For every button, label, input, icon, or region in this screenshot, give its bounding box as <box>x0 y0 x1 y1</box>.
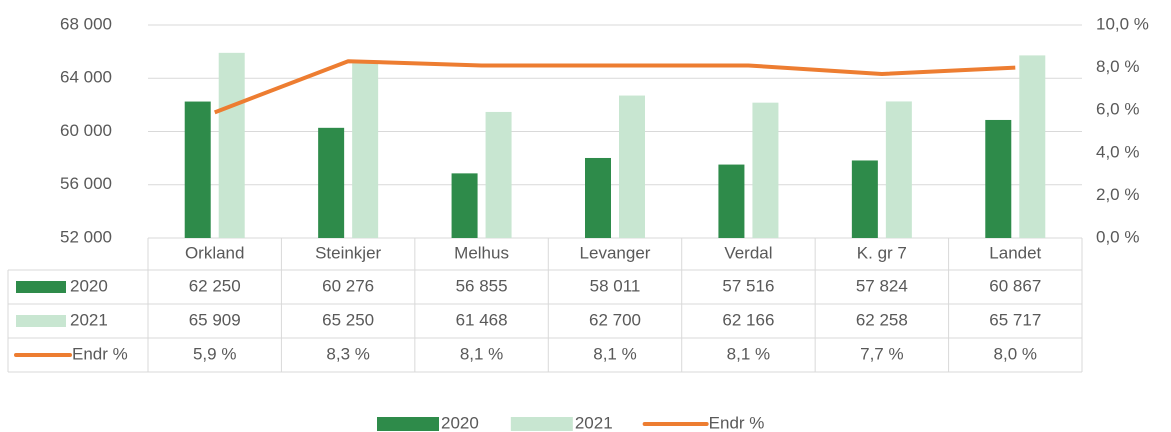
table-key <box>16 281 66 293</box>
table-cell: 61 468 <box>456 310 508 329</box>
y2-tick-label: 0,0 % <box>1096 227 1139 246</box>
table-cell: 65 250 <box>322 310 374 329</box>
table-cell: 56 855 <box>456 276 508 295</box>
x-tick-label: Levanger <box>580 243 651 262</box>
table-cell: 8,3 % <box>326 344 369 363</box>
table-cell: 60 276 <box>322 276 374 295</box>
bar <box>585 157 611 238</box>
table-cell: 5,9 % <box>193 344 236 363</box>
table-cell: 65 909 <box>189 310 241 329</box>
y-tick-label: 68 000 <box>60 14 112 33</box>
x-tick-label: Orkland <box>185 243 245 262</box>
legend-key <box>510 417 573 431</box>
table-cell: 7,7 % <box>860 344 903 363</box>
legend-label: 2021 <box>575 413 613 432</box>
table-cell: 58 011 <box>590 276 641 295</box>
table-row-label: 2020 <box>70 276 108 295</box>
table-cell: 8,0 % <box>994 344 1037 363</box>
table-row-label: 2021 <box>70 310 108 329</box>
legend-label: 2020 <box>441 413 479 432</box>
x-tick-label: Steinkjer <box>315 243 381 262</box>
bar <box>352 61 379 238</box>
table-row-label: Endr % <box>72 344 128 363</box>
bar <box>451 173 478 238</box>
table-cell: 8,1 % <box>460 344 503 363</box>
bar <box>752 102 779 238</box>
bar <box>1019 55 1046 238</box>
x-tick-label: Landet <box>989 243 1041 262</box>
table-cell: 62 700 <box>589 310 641 329</box>
x-tick-label: Verdal <box>724 243 772 262</box>
x-tick-label: Melhus <box>454 243 509 262</box>
y-tick-label: 52 000 <box>60 227 112 246</box>
y-tick-label: 60 000 <box>60 121 112 140</box>
bar <box>619 95 645 239</box>
table-cell: 8,1 % <box>727 344 770 363</box>
bar <box>184 101 211 238</box>
bar <box>885 101 912 239</box>
legend-label: Endr % <box>709 413 765 432</box>
bar <box>985 119 1012 238</box>
bar <box>718 164 745 238</box>
bar <box>218 52 245 238</box>
table-cell: 57 824 <box>856 276 908 295</box>
legend-key <box>377 417 439 431</box>
table-cell: 62 166 <box>722 310 774 329</box>
table-cell: 62 250 <box>189 276 241 295</box>
table-key <box>16 315 66 327</box>
y2-tick-label: 2,0 % <box>1096 185 1139 204</box>
table-cell: 65 717 <box>989 310 1041 329</box>
y2-tick-label: 8,0 % <box>1096 57 1139 76</box>
y2-tick-label: 6,0 % <box>1096 100 1139 119</box>
bar <box>851 160 878 238</box>
table-cell: 57 516 <box>722 276 774 295</box>
table-cell: 60 867 <box>989 276 1041 295</box>
table-cell: 62 258 <box>856 310 908 329</box>
table-cell: 8,1 % <box>593 344 636 363</box>
x-tick-label: K. gr 7 <box>857 243 907 262</box>
y-tick-label: 56 000 <box>60 174 112 193</box>
y2-tick-label: 10,0 % <box>1096 14 1149 33</box>
line <box>213 59 1016 115</box>
y-tick-label: 64 000 <box>60 68 112 87</box>
y2-tick-label: 4,0 % <box>1096 142 1139 161</box>
bar <box>485 111 512 238</box>
bar <box>318 127 345 238</box>
